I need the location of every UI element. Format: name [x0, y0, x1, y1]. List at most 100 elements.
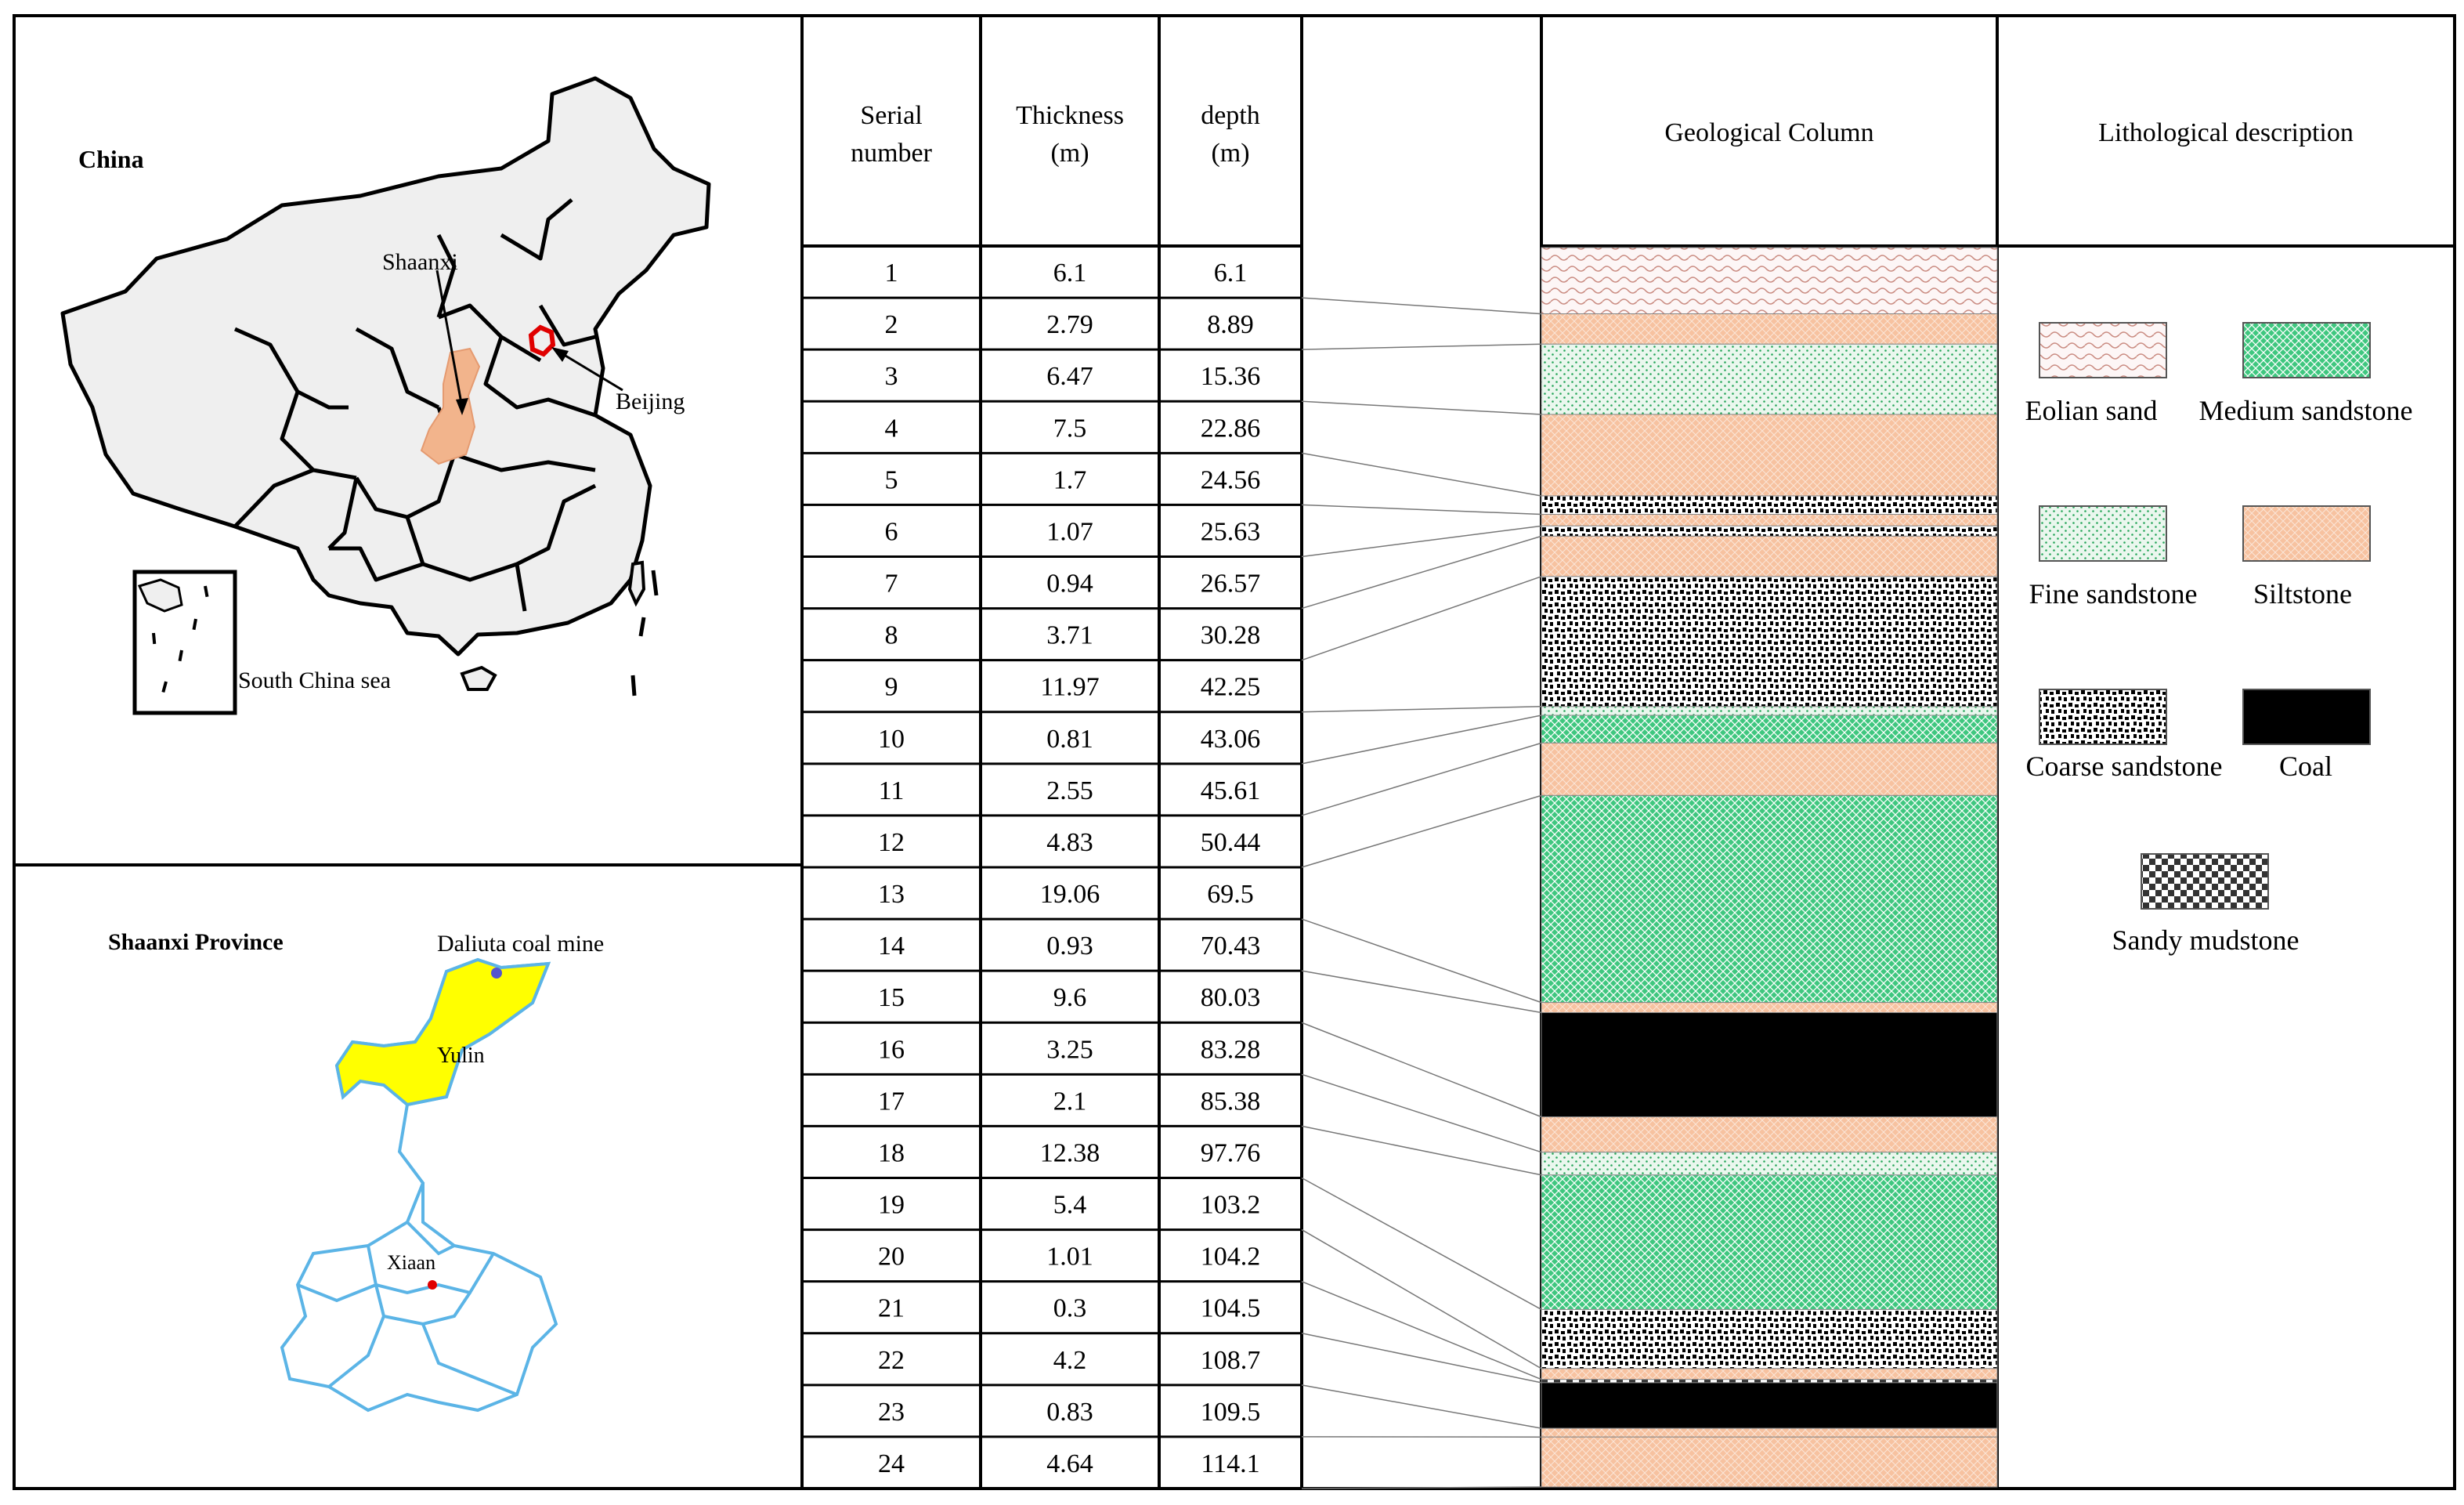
column-layer-fine-sandstone [1541, 1152, 1998, 1176]
cell-depth: 70.43 [1201, 932, 1261, 961]
cell-thickness: 2.55 [1046, 776, 1093, 805]
cell-serial: 22 [878, 1346, 905, 1375]
cell-thickness: 3.71 [1046, 621, 1093, 650]
cell-serial: 13 [878, 880, 905, 909]
cell-serial: 2 [885, 310, 898, 339]
cell-thickness: 2.79 [1046, 310, 1093, 339]
cell-serial: 20 [878, 1243, 905, 1272]
cell-thickness: 12.38 [1040, 1138, 1100, 1167]
column-layer-coal [1541, 1012, 1998, 1118]
legend-label-siltstone: Siltstone [2253, 578, 2352, 610]
shaanxi-map-panel: Shaanxi Province Daliuta coal mine Yulin… [108, 929, 604, 1413]
cell-thickness: 7.5 [1053, 414, 1087, 443]
shaanxi-highlight [420, 347, 481, 465]
header-serial-sub: number [851, 139, 933, 168]
connector-line [1301, 1333, 1542, 1384]
cell-serial: 21 [878, 1294, 905, 1323]
legend-swatch-medium-sandstone [2242, 322, 2371, 378]
beijing-arrowhead [551, 347, 569, 362]
xiaan-marker [428, 1280, 437, 1290]
taiwan-island [627, 560, 646, 607]
column-layer-eolian-sand [1541, 247, 1998, 315]
column-layer-siltstone [1541, 1002, 1998, 1014]
connector-line [1301, 1486, 1542, 1489]
yulin-label: Yulin [437, 1044, 485, 1068]
cell-depth: 104.5 [1201, 1294, 1261, 1323]
legend-swatch-fine-sandstone [2039, 505, 2167, 562]
legend-swatch-eolian-sand [2039, 322, 2167, 378]
column-layer-siltstone [1541, 514, 1998, 526]
cell-thickness: 4.64 [1046, 1449, 1093, 1478]
data-table: Serial number Thickness (m) depth (m) Geologic… [851, 101, 2354, 1478]
cell-thickness: 1.01 [1046, 1243, 1093, 1272]
cell-serial: 15 [878, 983, 905, 1012]
legend-swatch-siltstone [2242, 505, 2371, 562]
shaanxi-province-outline [280, 957, 558, 1413]
connector-line [1301, 970, 1542, 1014]
cell-depth: 15.36 [1201, 362, 1261, 391]
legend-label-fine-sandstone: Fine sandstone [2029, 578, 2198, 610]
column-layer-medium-sandstone [1541, 794, 1998, 1004]
cell-serial: 8 [885, 621, 898, 650]
column-layer-coarse-sandstone [1541, 525, 1998, 537]
cell-thickness: 0.83 [1046, 1398, 1093, 1427]
cell-depth: 104.2 [1201, 1243, 1261, 1272]
cell-depth: 69.5 [1207, 880, 1254, 909]
cell-depth: 97.76 [1201, 1138, 1261, 1167]
cell-thickness: 19.06 [1040, 880, 1100, 909]
cell-depth: 50.44 [1201, 828, 1261, 857]
cell-thickness: 4.2 [1053, 1346, 1087, 1375]
cell-serial: 11 [879, 776, 905, 805]
cell-serial: 5 [885, 465, 898, 494]
cell-depth: 83.28 [1201, 1035, 1261, 1064]
connector-line [1301, 297, 1542, 315]
cell-thickness: 0.94 [1046, 570, 1093, 599]
header-lithological-description: Lithological description [2098, 118, 2354, 147]
cell-depth: 6.1 [1214, 259, 1248, 288]
cell-serial: 7 [885, 570, 898, 599]
cell-serial: 19 [878, 1191, 905, 1220]
cell-depth: 25.63 [1201, 517, 1261, 546]
cell-depth: 114.1 [1201, 1449, 1259, 1478]
shaanxi-arrowhead [456, 398, 468, 415]
column-layer-coarse-sandstone [1541, 576, 1998, 707]
shaanxi-province-title: Shaanxi Province [108, 929, 284, 955]
cell-depth: 26.57 [1201, 570, 1261, 599]
connector-line [1301, 742, 1542, 816]
cell-depth: 45.61 [1201, 776, 1261, 805]
cell-depth: 8.89 [1207, 310, 1254, 339]
column-layer-sandy-mudstone [1541, 1379, 1998, 1384]
lithology-legend: Eolian sand Medium sandstone Fine sandston… [2025, 322, 2412, 956]
cell-serial: 9 [885, 673, 898, 702]
column-layer-medium-sandstone [1541, 1174, 1998, 1310]
cell-depth: 24.56 [1201, 465, 1261, 494]
xiaan-label: Xiaan [387, 1251, 435, 1274]
outer-border [13, 14, 2456, 1490]
cell-thickness: 1.7 [1053, 465, 1087, 494]
figure-frame [13, 14, 2456, 1490]
connector-line [1301, 794, 1542, 868]
header-thickness-unit: (m) [1050, 139, 1089, 168]
column-layer-siltstone [1541, 1427, 1998, 1438]
connector-line [1301, 576, 1542, 661]
legend-label-sandy-mudstone: Sandy mudstone [2112, 924, 2300, 956]
cell-thickness: 5.4 [1053, 1191, 1087, 1220]
column-layer-coarse-sandstone [1541, 1308, 1998, 1369]
cell-serial: 10 [878, 725, 905, 754]
cell-serial: 18 [878, 1138, 905, 1167]
cell-thickness: 11.97 [1040, 673, 1099, 702]
cell-thickness: 0.81 [1046, 725, 1093, 754]
beijing-label: Beijing [616, 389, 685, 414]
header-depth: depth [1201, 101, 1260, 130]
header-serial: Serial [860, 101, 922, 130]
legend-label-coal: Coal [2279, 751, 2332, 782]
connector-line [1301, 1228, 1542, 1369]
cell-thickness: 2.1 [1053, 1087, 1087, 1116]
cell-depth: 109.5 [1201, 1398, 1261, 1427]
daliuta-mine-marker [491, 968, 502, 979]
nine-dash-line [630, 570, 659, 696]
beijing-marker [528, 324, 556, 357]
beijing-pointer-arrow [557, 349, 623, 392]
cell-serial: 17 [878, 1087, 905, 1116]
